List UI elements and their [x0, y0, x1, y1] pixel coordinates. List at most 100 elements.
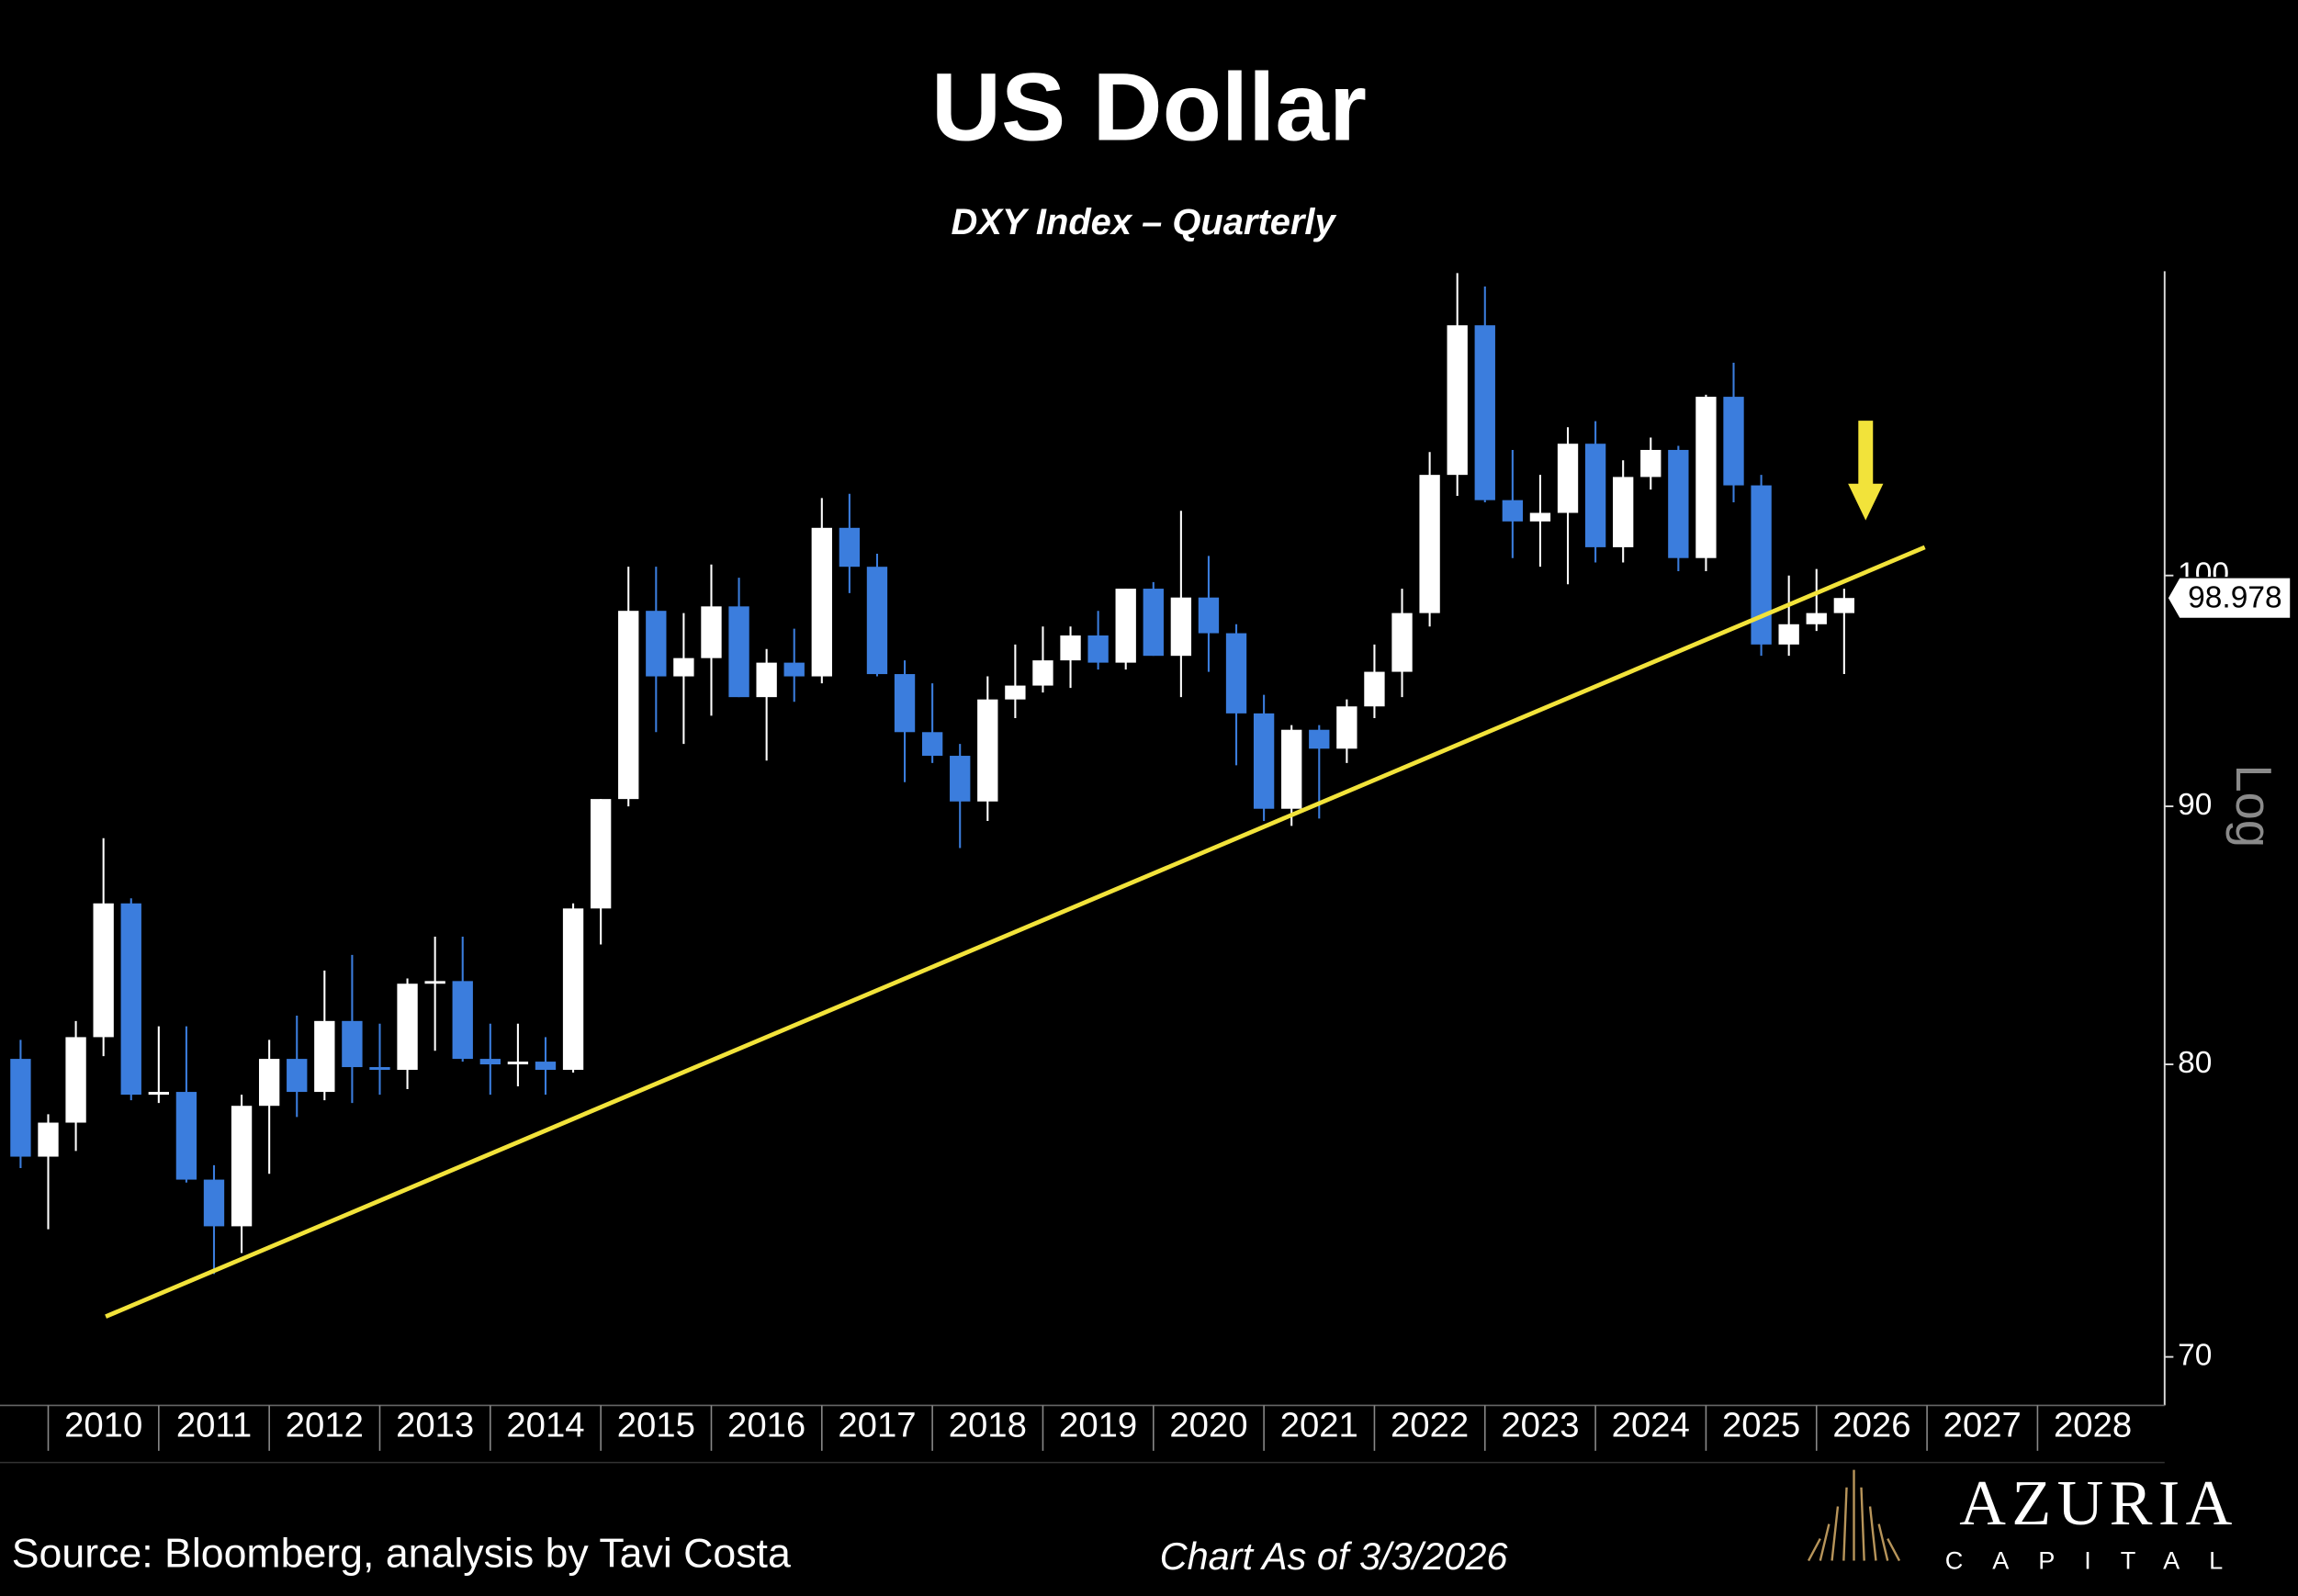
candle-body: [10, 1059, 31, 1157]
candle-body: [701, 606, 722, 658]
last-price-label: 98.978: [2188, 581, 2281, 615]
candle-body: [342, 1020, 363, 1068]
candle-body: [728, 606, 749, 698]
candle-body: [93, 903, 114, 1038]
x-tick-label: 2013: [396, 1405, 474, 1444]
candle-body: [618, 611, 639, 800]
candle-body: [1198, 597, 1220, 634]
candle-body: [1529, 512, 1551, 522]
candle-body: [1060, 635, 1081, 661]
candle-body: [1668, 449, 1689, 558]
chart-title: US Dollar: [931, 53, 1367, 161]
x-tick-label: 2023: [1501, 1405, 1579, 1444]
candle-body: [1364, 671, 1385, 707]
candle-body: [1281, 729, 1302, 809]
candle-body: [950, 756, 971, 802]
candle-body: [287, 1059, 308, 1093]
candle-body: [424, 981, 445, 984]
candle-body: [452, 981, 473, 1060]
candle-body: [1474, 325, 1495, 500]
candle-body: [507, 1062, 529, 1065]
x-tick-label: 2014: [506, 1405, 584, 1444]
candle-body: [479, 1059, 501, 1065]
chart-subtitle: DXY Index – Quarterly: [952, 202, 1337, 242]
candle-body: [977, 699, 998, 802]
candle-body: [756, 662, 777, 698]
y-tick-label: 70: [2178, 1338, 2212, 1372]
plot-area: 2010 2011 2012 2013 2014 2015 2016 2017 2018 2019…: [0, 271, 2292, 1464]
arrow-shaft: [1858, 421, 1874, 487]
x-tick-label: 2028: [2054, 1405, 2132, 1444]
candle-body: [38, 1122, 59, 1157]
candle-body: [1695, 397, 1717, 558]
candle-body: [1170, 597, 1192, 657]
trendline: [105, 545, 1926, 1319]
candle-body: [369, 1067, 390, 1071]
candle-body: [1253, 713, 1275, 809]
candle-body: [646, 611, 667, 677]
candle-body: [921, 732, 943, 757]
candle-body: [1640, 449, 1662, 478]
x-tick-label: 2026: [1832, 1405, 1910, 1444]
candle-body: [1005, 685, 1026, 700]
candle-body: [203, 1179, 225, 1227]
x-tick-label: 2025: [1722, 1405, 1800, 1444]
y-tick-label: 80: [2178, 1046, 2212, 1080]
date-note: Chart As of 3/3/2026: [1160, 1534, 1509, 1578]
candle-body: [397, 983, 418, 1071]
candle-body: [1806, 613, 1827, 624]
x-tick-label: 2018: [949, 1405, 1027, 1444]
x-tick-label: 2011: [176, 1405, 252, 1444]
logo-name: AZURIA: [1959, 1467, 2237, 1539]
candle-body: [1087, 635, 1109, 663]
candle-body: [175, 1092, 197, 1180]
candle-body: [1557, 444, 1579, 513]
candle-body: [894, 674, 916, 733]
x-tick-label: 2022: [1391, 1405, 1469, 1444]
x-tick-label: 2016: [727, 1405, 805, 1444]
x-tick-label: 2012: [286, 1405, 364, 1444]
x-tick-label: 2020: [1169, 1405, 1247, 1444]
x-tick-label: 2019: [1059, 1405, 1137, 1444]
logo-sub: CAPITAL: [1945, 1545, 2252, 1574]
x-tick-label: 2021: [1280, 1405, 1358, 1444]
source-note: Source: Bloomberg, analysis by Tavi Cost…: [12, 1532, 791, 1577]
candle-body: [673, 658, 694, 677]
candle-body: [590, 799, 612, 909]
candle-body: [314, 1020, 335, 1093]
candle-body: [148, 1092, 169, 1096]
candle-body: [231, 1106, 253, 1227]
candle-body: [839, 527, 861, 568]
candle-body: [1391, 613, 1413, 672]
logo-mark: [1807, 1469, 1901, 1562]
x-tick-label: 2010: [64, 1405, 142, 1444]
arrow: [1848, 421, 1884, 521]
candle-body: [866, 567, 888, 675]
arrow-head: [1848, 483, 1884, 521]
candle-body: [783, 662, 805, 677]
candle-body: [1115, 589, 1136, 663]
x-tick-label: 2015: [617, 1405, 695, 1444]
candle-body: [1225, 633, 1247, 714]
candle-body: [1032, 660, 1053, 686]
candle-body: [1751, 485, 1772, 645]
candle-body: [1723, 397, 1744, 486]
candle-body: [1419, 475, 1440, 613]
candle-body: [1613, 477, 1634, 547]
candle-body: [1336, 706, 1357, 749]
candle-body: [120, 903, 141, 1096]
candle-body: [1833, 598, 1855, 613]
candle-body: [811, 527, 832, 677]
candle-body: [1584, 444, 1606, 547]
candle-body: [1309, 729, 1330, 749]
scale-label: Log: [2225, 765, 2281, 849]
candle-body: [1502, 500, 1524, 522]
last-price-box: [2167, 577, 2292, 620]
y-tick-label: 90: [2178, 788, 2212, 822]
candle-body: [535, 1062, 557, 1071]
candle-body: [65, 1037, 86, 1123]
candle-body: [1143, 589, 1164, 657]
